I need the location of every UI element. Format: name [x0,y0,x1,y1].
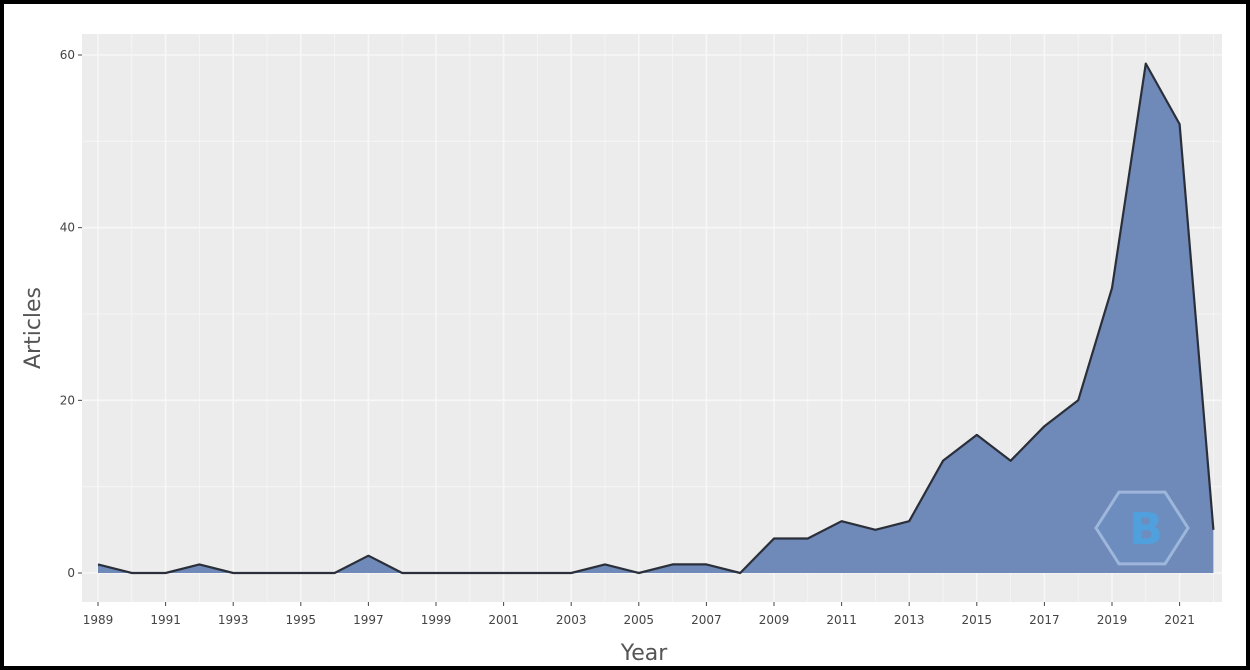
y-tick-label: 60 [60,48,75,62]
x-tick-label: 1993 [218,613,249,627]
y-tick-label: 0 [67,566,75,580]
x-tick-label: 2015 [962,613,993,627]
x-tick-label: 2003 [556,613,587,627]
x-tick-label: 1995 [286,613,317,627]
x-tick-label: 2009 [759,613,790,627]
x-tick-label: 1997 [353,613,384,627]
x-tick-label: 1991 [150,613,181,627]
series-line [97,62,1215,575]
x-tick-label: 2007 [691,613,722,627]
x-tick-label: 1989 [83,613,114,627]
y-axis-ticks: 0 20 40 60 [60,48,82,580]
logo-letter-glyph: B [1129,504,1163,555]
watermark-logo: B [1094,490,1190,566]
y-axis-title: Articles [21,287,46,369]
x-tick-label: 2017 [1029,613,1060,627]
hexagon-logo-icon [1094,490,1190,566]
x-tick-label: 2001 [488,613,519,627]
x-tick-label: 2005 [624,613,655,627]
x-tick-label: 1999 [421,613,452,627]
y-tick-label: 20 [60,393,75,407]
x-tick-label: 2013 [894,613,925,627]
x-axis-title: Year [620,641,669,666]
x-tick-label: 2021 [1164,613,1195,627]
y-tick-label: 40 [60,221,75,235]
x-tick-label: 2011 [826,613,857,627]
x-axis-ticks: 1989 1991 1993 1995 1997 1999 2001 2003 2005 2007… [83,602,1195,627]
x-tick-label: 2019 [1097,613,1128,627]
